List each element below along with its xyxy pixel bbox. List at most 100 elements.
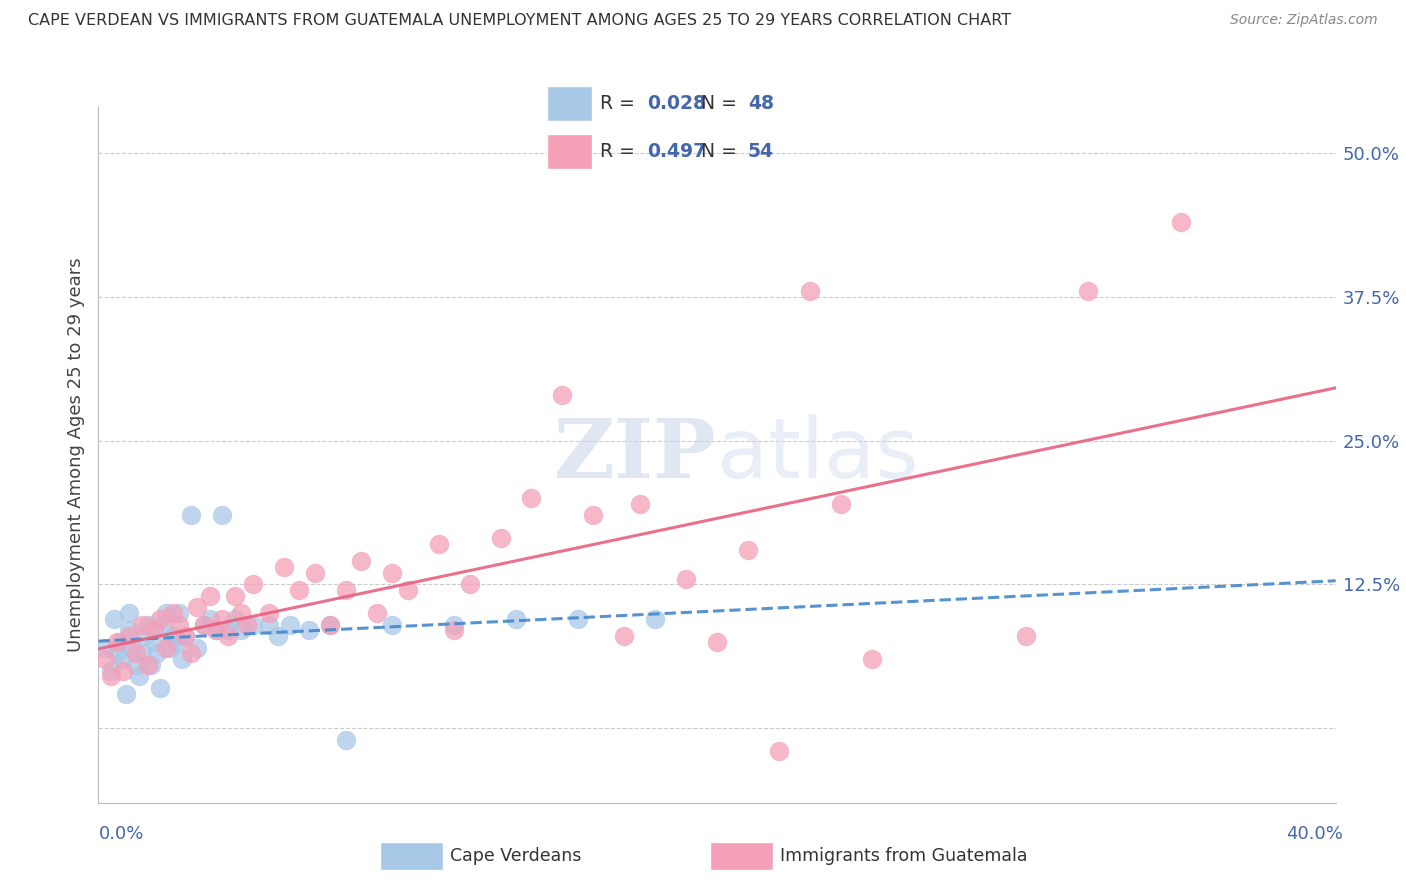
Point	[155, 640, 177, 655]
Point	[100, 664, 122, 678]
Point	[644, 612, 666, 626]
Point	[350, 554, 373, 568]
Text: Source: ZipAtlas.com: Source: ZipAtlas.com	[1230, 13, 1378, 28]
Point	[112, 652, 135, 666]
Text: atlas: atlas	[717, 415, 918, 495]
Point	[105, 635, 128, 649]
Text: R =: R =	[600, 94, 641, 113]
Y-axis label: Unemployment Among Ages 25 to 29 years: Unemployment Among Ages 25 to 29 years	[66, 258, 84, 652]
Point	[278, 617, 301, 632]
Point	[165, 635, 187, 649]
Point	[108, 635, 131, 649]
Point	[211, 612, 233, 626]
Point	[224, 612, 246, 626]
Point	[170, 652, 193, 666]
Point	[628, 497, 651, 511]
Text: N =: N =	[700, 142, 742, 161]
Point	[520, 491, 543, 505]
Point	[288, 582, 311, 597]
Point	[174, 629, 197, 643]
Point	[443, 624, 465, 638]
Point	[298, 624, 321, 638]
Point	[505, 612, 527, 626]
Point	[273, 560, 295, 574]
Point	[205, 624, 228, 638]
Point	[174, 629, 197, 643]
Point	[167, 606, 190, 620]
Point	[198, 612, 221, 626]
Point	[267, 629, 290, 643]
Text: R =: R =	[600, 142, 641, 161]
Point	[319, 617, 342, 632]
Point	[134, 629, 156, 643]
Point	[186, 600, 208, 615]
Point	[242, 577, 264, 591]
Point	[830, 497, 852, 511]
Point	[159, 640, 181, 655]
Text: 48: 48	[748, 94, 773, 113]
Text: 0.0%: 0.0%	[98, 825, 143, 843]
Point	[162, 629, 184, 643]
Point	[567, 612, 589, 626]
Point	[143, 624, 166, 638]
Point	[768, 744, 790, 758]
Point	[458, 577, 481, 591]
FancyBboxPatch shape	[547, 87, 592, 121]
Point	[366, 606, 388, 620]
Point	[180, 646, 202, 660]
Point	[205, 624, 228, 638]
Point	[124, 657, 146, 672]
Point	[112, 664, 135, 678]
Text: 54: 54	[748, 142, 773, 161]
Point	[304, 566, 326, 580]
Point	[257, 606, 280, 620]
Text: N =: N =	[700, 94, 742, 113]
Text: 0.497: 0.497	[648, 142, 707, 161]
Point	[335, 732, 357, 747]
Point	[198, 589, 221, 603]
Point	[217, 624, 239, 638]
Point	[93, 652, 115, 666]
Point	[1015, 629, 1038, 643]
Point	[121, 640, 143, 655]
Point	[155, 606, 177, 620]
Point	[217, 629, 239, 643]
Point	[489, 531, 512, 545]
Text: ZIP: ZIP	[554, 415, 717, 495]
Point	[149, 681, 172, 695]
Point	[257, 617, 280, 632]
Point	[443, 617, 465, 632]
Point	[118, 629, 141, 643]
Point	[737, 542, 759, 557]
Point	[211, 508, 233, 523]
Point	[136, 657, 159, 672]
Text: Cape Verdeans: Cape Verdeans	[450, 847, 581, 865]
Point	[427, 537, 450, 551]
Point	[236, 617, 259, 632]
Point	[149, 612, 172, 626]
Point	[335, 582, 357, 597]
Point	[118, 624, 141, 638]
Point	[613, 629, 636, 643]
Point	[115, 687, 138, 701]
Point	[706, 635, 728, 649]
Point	[242, 617, 264, 632]
Point	[799, 284, 821, 298]
Text: 40.0%: 40.0%	[1286, 825, 1343, 843]
Point	[118, 606, 141, 620]
Point	[128, 669, 150, 683]
FancyBboxPatch shape	[380, 842, 443, 871]
Point	[136, 617, 159, 632]
Point	[152, 617, 174, 632]
Point	[229, 606, 252, 620]
Point	[143, 635, 166, 649]
Point	[186, 640, 208, 655]
Point	[229, 624, 252, 638]
Point	[675, 572, 697, 586]
Point	[131, 646, 153, 660]
Point	[103, 612, 125, 626]
Point	[1077, 284, 1099, 298]
Point	[105, 646, 128, 660]
Point	[381, 617, 404, 632]
Point	[224, 589, 246, 603]
